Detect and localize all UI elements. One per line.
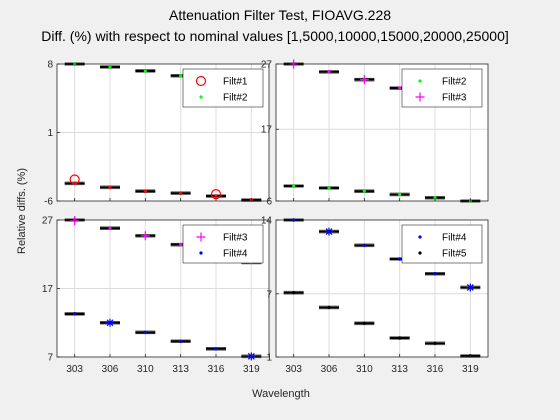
x-tick-label: 303	[285, 364, 302, 375]
data-point	[398, 257, 402, 261]
axes-frame	[275, 219, 489, 358]
data-point	[398, 86, 402, 90]
legend-label: Filt#3	[223, 233, 248, 244]
legend-marker	[195, 75, 207, 87]
data-point	[327, 186, 331, 190]
legend: Filt#3 Filt#4	[182, 224, 264, 264]
legend-label: Filt#4	[442, 233, 467, 244]
x-tick-label: 319	[243, 364, 260, 375]
y-tick-label: 27	[261, 60, 273, 71]
x-tick-label: 316	[208, 364, 225, 375]
x-tick-label: 316	[427, 364, 444, 375]
data-point	[214, 347, 218, 351]
data-point	[143, 69, 147, 73]
data-point	[362, 321, 366, 325]
data-point	[179, 243, 183, 247]
data-point	[327, 70, 331, 74]
legend-label: Filt#1	[223, 77, 248, 88]
legend: Filt#4 Filt#5	[401, 224, 483, 264]
chart-subtitle: Diff. (%) with respect to nominal values…	[41, 28, 509, 44]
y-tick-label: 7	[266, 289, 272, 300]
legend-label: Filt#3	[442, 93, 467, 104]
y-tick-label: 1	[266, 353, 272, 364]
y-tick-label: 7	[47, 353, 53, 364]
x-tick-label: 310	[137, 364, 154, 375]
outlier-point	[69, 174, 80, 185]
x-tick-label: 313	[391, 364, 408, 375]
legend-marker	[199, 95, 203, 99]
data-point	[108, 226, 112, 230]
data-point	[73, 312, 77, 316]
x-tick-label: 313	[172, 364, 189, 375]
data-point	[433, 272, 437, 276]
x-tick-label: 306	[321, 364, 338, 375]
x-tick-label: 303	[66, 364, 83, 375]
data-point	[292, 291, 296, 295]
legend-box	[401, 68, 483, 108]
legend-label: Filt#4	[223, 249, 248, 260]
y-tick-label: 1	[47, 128, 53, 139]
y-tick-label: 14	[261, 216, 273, 227]
y-tick-label: -6	[44, 197, 53, 208]
chart-panel-bottom-right: 1 7 14 303 306 310 313 316 319 Filt#4 Filt#5	[261, 216, 489, 375]
outlier-point	[106, 318, 114, 327]
data-point	[398, 192, 402, 197]
outlier-point	[359, 75, 369, 85]
data-point	[362, 189, 366, 193]
data-point	[143, 189, 147, 193]
legend-label: Filt#2	[442, 77, 467, 88]
y-tick-label: 17	[261, 125, 273, 136]
data-point	[143, 330, 147, 334]
outlier-point	[466, 283, 475, 292]
y-tick-label: 6	[266, 197, 272, 208]
x-tick-label: 319	[462, 364, 479, 375]
legend: Filt#1 Filt#2	[182, 68, 264, 108]
outlier-point	[70, 216, 80, 226]
outlier-point	[325, 227, 333, 236]
outlier-point	[140, 231, 150, 241]
axes-frame	[275, 63, 489, 202]
data-point	[433, 341, 437, 345]
y-tick-label: 8	[47, 60, 53, 71]
data-point	[179, 191, 183, 195]
y-axis-label: Relative diffs. (%)	[16, 168, 28, 254]
chart-panel-top-right: 6 17 27 Filt#2 Filt#3	[261, 59, 489, 208]
legend-box	[401, 224, 483, 264]
legend: Filt#2 Filt#3	[401, 68, 483, 108]
data-point	[108, 185, 112, 189]
legend-marker	[199, 251, 203, 255]
legend-marker	[196, 232, 206, 242]
data-point	[214, 194, 218, 198]
data-point	[108, 65, 112, 69]
data-point	[327, 305, 331, 310]
x-tick-label: 310	[356, 364, 373, 375]
legend-label: Filt#5	[442, 249, 467, 260]
y-tick-label: 27	[42, 216, 54, 227]
legend-marker	[415, 92, 425, 102]
legend-marker	[418, 79, 422, 83]
data-point	[179, 74, 183, 78]
legend-marker	[418, 251, 422, 255]
data-point	[362, 243, 366, 247]
data-point	[433, 196, 437, 200]
legend-box	[182, 224, 264, 264]
data-point	[179, 339, 183, 343]
y-tick-label: 17	[42, 284, 54, 295]
chart-title: Attenuation Filter Test, FIOAVG.228	[169, 7, 391, 23]
data-point	[292, 184, 296, 188]
chart-panel-top-left: -6 1 8 Filt#1 Filt#2	[44, 60, 270, 208]
legend-label: Filt#2	[223, 93, 248, 104]
legend-marker	[418, 235, 422, 239]
legend-box	[182, 68, 264, 108]
x-tick-label: 306	[102, 364, 119, 375]
data-point	[398, 336, 402, 340]
x-axis-label: Wavelength	[252, 388, 310, 400]
